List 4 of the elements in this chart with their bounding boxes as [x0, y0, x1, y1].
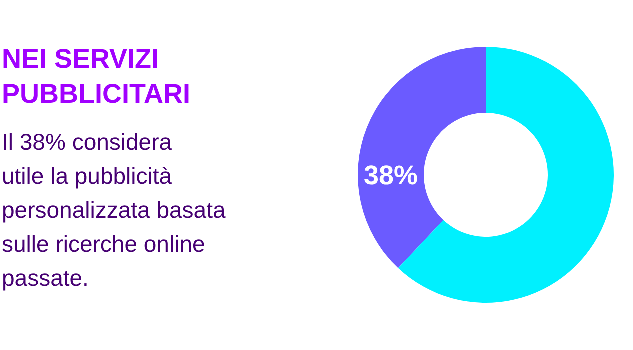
text: NEI SERVIZI PUBBLICITARI [2, 44, 190, 109]
donut-slice [358, 47, 486, 268]
text: Il 38% considera utile la pubblicità personalizzata basata sulle ricerche online passate. [2, 129, 226, 291]
data-label: 38% [364, 160, 418, 190]
